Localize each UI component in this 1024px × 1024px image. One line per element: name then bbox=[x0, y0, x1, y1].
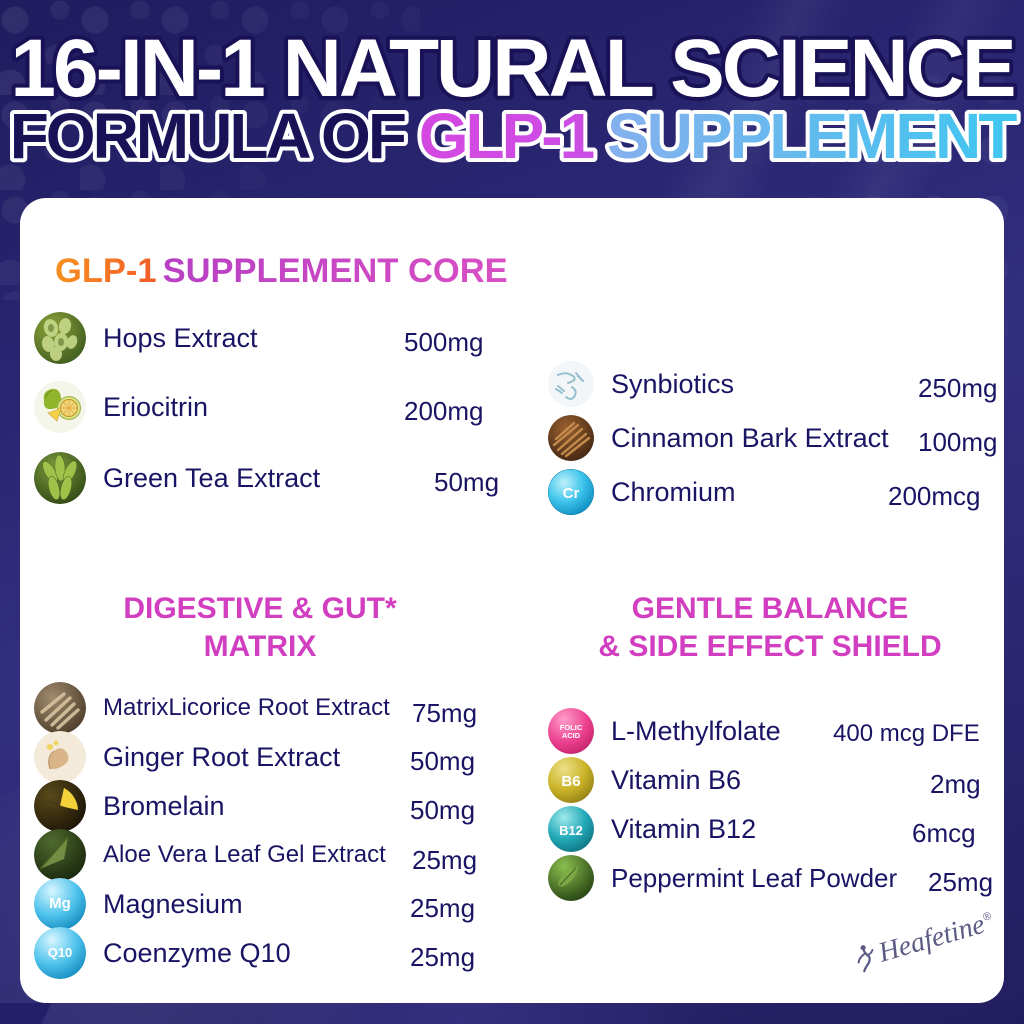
svg-text:FORMULA OF GLP-1 SUPPLEMENT: FORMULA OF GLP-1 SUPPLEMENT bbox=[10, 100, 1018, 172]
svg-text:Cr: Cr bbox=[563, 485, 580, 502]
svg-text:B6: B6 bbox=[561, 773, 580, 790]
svg-text:Mg: Mg bbox=[49, 895, 71, 912]
svg-text:Q10: Q10 bbox=[48, 945, 73, 960]
svg-text:B12: B12 bbox=[559, 823, 583, 838]
svg-text:ACID: ACID bbox=[562, 731, 581, 740]
